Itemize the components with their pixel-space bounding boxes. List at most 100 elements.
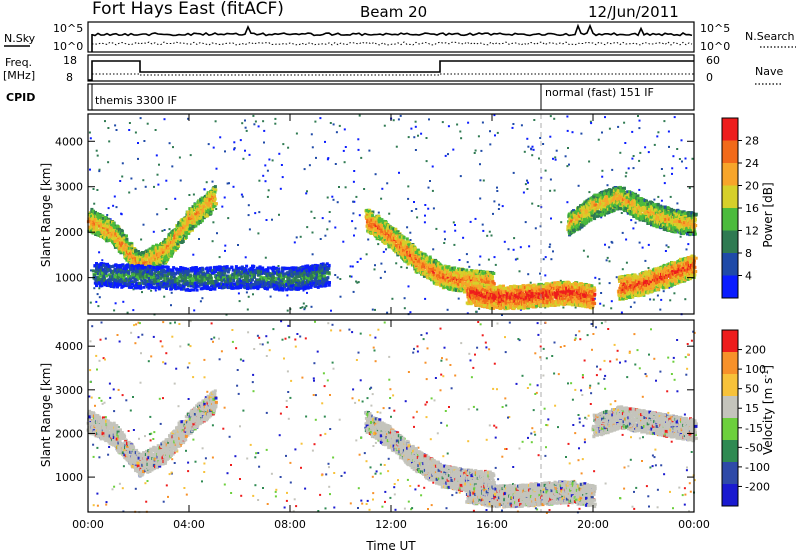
echo-cell bbox=[408, 136, 410, 138]
echo-cell bbox=[549, 246, 551, 248]
echo-cell bbox=[443, 242, 445, 244]
echo-cell bbox=[566, 201, 568, 203]
echo-cell bbox=[609, 128, 611, 130]
echo-cell bbox=[502, 205, 504, 207]
echo-cell bbox=[384, 125, 386, 127]
echo-cell bbox=[245, 127, 247, 129]
echo-cell bbox=[98, 251, 100, 253]
echo-cell bbox=[228, 182, 230, 184]
echo-cell bbox=[398, 172, 400, 174]
echo-cell bbox=[671, 173, 673, 175]
echo-cell bbox=[366, 253, 368, 255]
echo-cell bbox=[672, 155, 674, 157]
echo-cell bbox=[609, 260, 611, 262]
cpid-mode-1: themis 3300 IF bbox=[95, 94, 177, 107]
freq-tick-bottom: 8 bbox=[66, 71, 73, 84]
echo-cell bbox=[391, 298, 393, 300]
echo-cell bbox=[681, 161, 683, 163]
echo-cell bbox=[494, 256, 496, 258]
echo-cell bbox=[263, 142, 265, 144]
echo-cell bbox=[167, 247, 170, 250]
echo-cell bbox=[116, 129, 118, 131]
beam-label: Beam 20 bbox=[360, 3, 427, 21]
echo-cell bbox=[495, 264, 497, 266]
echo-cell bbox=[171, 292, 173, 294]
echo-cell bbox=[544, 274, 546, 276]
echo-cell bbox=[192, 254, 194, 256]
echo-cell bbox=[445, 155, 447, 157]
echo-cell bbox=[324, 141, 326, 143]
echo-cell bbox=[274, 118, 276, 120]
echo-cell bbox=[638, 160, 640, 162]
echo-cell bbox=[516, 258, 518, 260]
echo-cell bbox=[427, 208, 429, 210]
echo-cell bbox=[380, 263, 382, 265]
echo-cell bbox=[684, 298, 686, 300]
echo-cell bbox=[566, 116, 568, 118]
echo-cell bbox=[282, 143, 284, 145]
echo-cell bbox=[528, 245, 530, 247]
echo-cell bbox=[145, 186, 147, 188]
echo-cell bbox=[470, 221, 472, 223]
echo-cell bbox=[280, 188, 282, 190]
echo-cell bbox=[114, 196, 116, 198]
nsky-series bbox=[92, 26, 692, 52]
echo-cell bbox=[119, 180, 121, 182]
echo-cell bbox=[513, 237, 515, 239]
echo-cell bbox=[467, 122, 469, 124]
echo-cell bbox=[278, 214, 280, 216]
echo-cell bbox=[97, 155, 99, 157]
freq-unit: [MHz] bbox=[3, 69, 35, 82]
echo-cell bbox=[433, 207, 435, 209]
echo-cell bbox=[249, 228, 251, 230]
echo-cell bbox=[381, 188, 383, 190]
echo-cell bbox=[164, 229, 166, 231]
echo-cell bbox=[96, 150, 98, 152]
echo-cell bbox=[556, 150, 558, 152]
echo-cell bbox=[400, 115, 402, 117]
echo-cell bbox=[271, 219, 273, 221]
echo-cell bbox=[122, 301, 124, 303]
echo-cell bbox=[634, 302, 636, 304]
echo-cell bbox=[212, 181, 214, 183]
echo-cell bbox=[453, 244, 455, 246]
echo-cell bbox=[353, 170, 355, 172]
echo-cell bbox=[360, 258, 362, 260]
echo-cell bbox=[93, 203, 95, 205]
echo-cell bbox=[415, 208, 417, 210]
echo-cell bbox=[310, 211, 312, 213]
echo-cell bbox=[542, 143, 544, 145]
station-title: Fort Hays East (fitACF) bbox=[92, 0, 284, 19]
echo-cell bbox=[525, 221, 527, 223]
echo-cell bbox=[129, 122, 131, 124]
echo-cell bbox=[608, 246, 610, 248]
echo-cell bbox=[628, 167, 630, 169]
power-data bbox=[87, 114, 698, 316]
echo-cell bbox=[407, 185, 409, 187]
echo-cell bbox=[206, 181, 208, 183]
echo-cell bbox=[616, 276, 618, 278]
echo-cell bbox=[649, 298, 651, 300]
echo-cell bbox=[377, 243, 379, 245]
echo-cell bbox=[668, 131, 670, 133]
echo-cell bbox=[497, 132, 499, 134]
echo-cell bbox=[174, 198, 176, 200]
echo-cell bbox=[125, 234, 128, 237]
echo-cell bbox=[241, 122, 243, 124]
echo-cell bbox=[351, 220, 353, 222]
echo-cell bbox=[525, 183, 527, 185]
echo-cell bbox=[625, 172, 627, 174]
echo-cell bbox=[268, 189, 270, 191]
echo-cell bbox=[265, 180, 267, 182]
echo-cell bbox=[93, 188, 95, 190]
power-ylabel: Slant Range [km] bbox=[39, 163, 53, 267]
echo-cell bbox=[493, 200, 495, 202]
echo-cell bbox=[113, 309, 115, 311]
echo-cell bbox=[333, 199, 335, 201]
echo-cell bbox=[532, 146, 534, 148]
echo-cell bbox=[215, 120, 217, 122]
echo-cell bbox=[685, 167, 687, 169]
echo-cell bbox=[135, 132, 137, 134]
echo-cell bbox=[475, 150, 477, 152]
echo-cell bbox=[306, 226, 308, 228]
